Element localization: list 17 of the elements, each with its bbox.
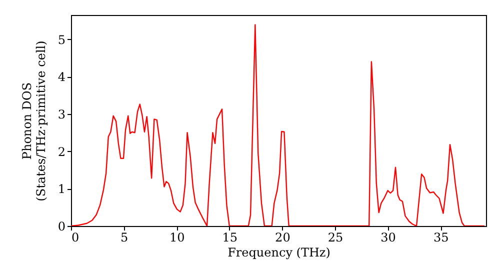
x-tick-label: 5 — [120, 230, 128, 244]
y-tick-label: 1 — [58, 182, 66, 196]
x-tick-label: 25 — [328, 230, 344, 244]
y-tick-label: 5 — [58, 32, 66, 47]
y-axis-title: Phonon DOS (States/THz·primitive cell) — [20, 40, 48, 202]
y-tick-label: 3 — [58, 107, 66, 122]
x-tick-label: 15 — [222, 230, 238, 244]
y-tick-label: 4 — [58, 70, 66, 84]
y-tick-label: 2 — [58, 144, 66, 159]
line-series — [71, 24, 486, 226]
x-tick-label: 30 — [380, 230, 396, 244]
x-axis-title: Frequency (THz) — [228, 246, 330, 260]
x-tick-label: 0 — [72, 230, 80, 244]
x-tick-label: 10 — [169, 230, 185, 244]
x-tick-label: 35 — [433, 230, 449, 244]
y-tick-label: 0 — [58, 220, 66, 234]
x-tick-label: 20 — [275, 230, 290, 244]
